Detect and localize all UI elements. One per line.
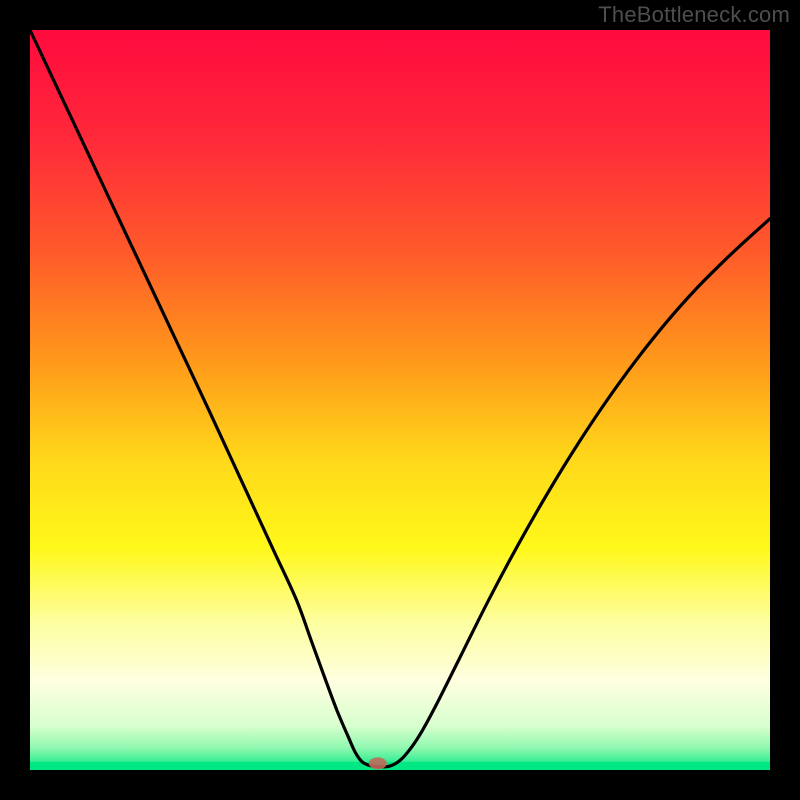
bottleneck-chart [0, 0, 800, 800]
chart-bottom-accent [30, 762, 770, 770]
chart-gradient-background [30, 30, 770, 770]
watermark-text: TheBottleneck.com [598, 2, 790, 28]
optimal-point-marker [369, 757, 387, 769]
